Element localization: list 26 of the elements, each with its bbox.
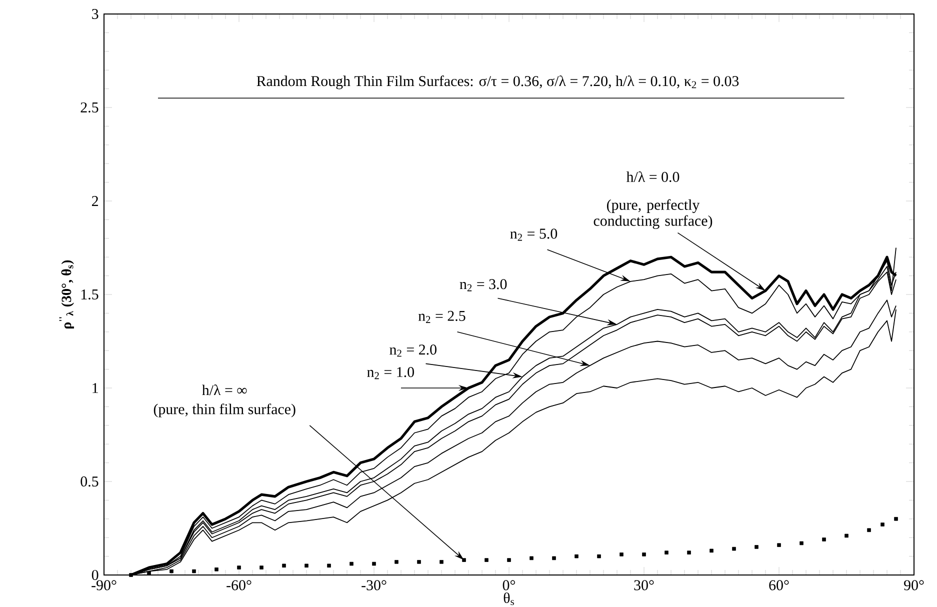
y-tick-label: 0.5 (80, 476, 98, 487)
y-tick-label: 1.5 (81, 289, 98, 300)
annotation: h/λ = ∞ (202, 384, 247, 396)
annotation: (pure, perfectly conducting surface) (594, 199, 712, 229)
x-tick-label: 30° (634, 580, 654, 590)
y-tick-label: 3 (92, 8, 98, 20)
annotation: n$_{2}$ = 2.5 (418, 310, 466, 323)
y-tick-label: 0 (92, 570, 98, 580)
annotation: n$_{2}$ = 5.0 (510, 228, 558, 241)
x-tick-label: 90° (904, 580, 924, 590)
annotation: n$_{2}$ = 3.0 (460, 279, 507, 292)
x-axis-title: θ$_{s}$ (504, 592, 514, 606)
annotation: h/λ = 0.0 (626, 171, 680, 182)
annotation: n$_{2}$ = 2.0 (390, 344, 436, 357)
y-tick-label: 2 (92, 196, 98, 206)
x-tick-label: 0° (502, 580, 516, 590)
x-tick-label: 60° (769, 580, 789, 590)
annotation: n$_{2}$ = 1.0 (367, 366, 414, 380)
annotation: (pure, thin film surface) (154, 404, 296, 418)
y-tick-label: 1 (92, 383, 98, 393)
text: Random Rough Thin Film Surfaces: σ/τ = 0.36, σ/λ = 7.20, h/λ = 0.10, κ$_{2}$ = 0.03 (256, 75, 739, 90)
y-tick-label: 2.5 (80, 102, 98, 113)
x-tick-label: -60° (226, 580, 252, 590)
x-tick-label: -90° (92, 580, 116, 590)
y-axis-title: ρ$^{''}$$_{λ}$ (30°, θ$_{s}$) (59, 260, 74, 328)
x-tick-label: -30° (362, 580, 386, 590)
